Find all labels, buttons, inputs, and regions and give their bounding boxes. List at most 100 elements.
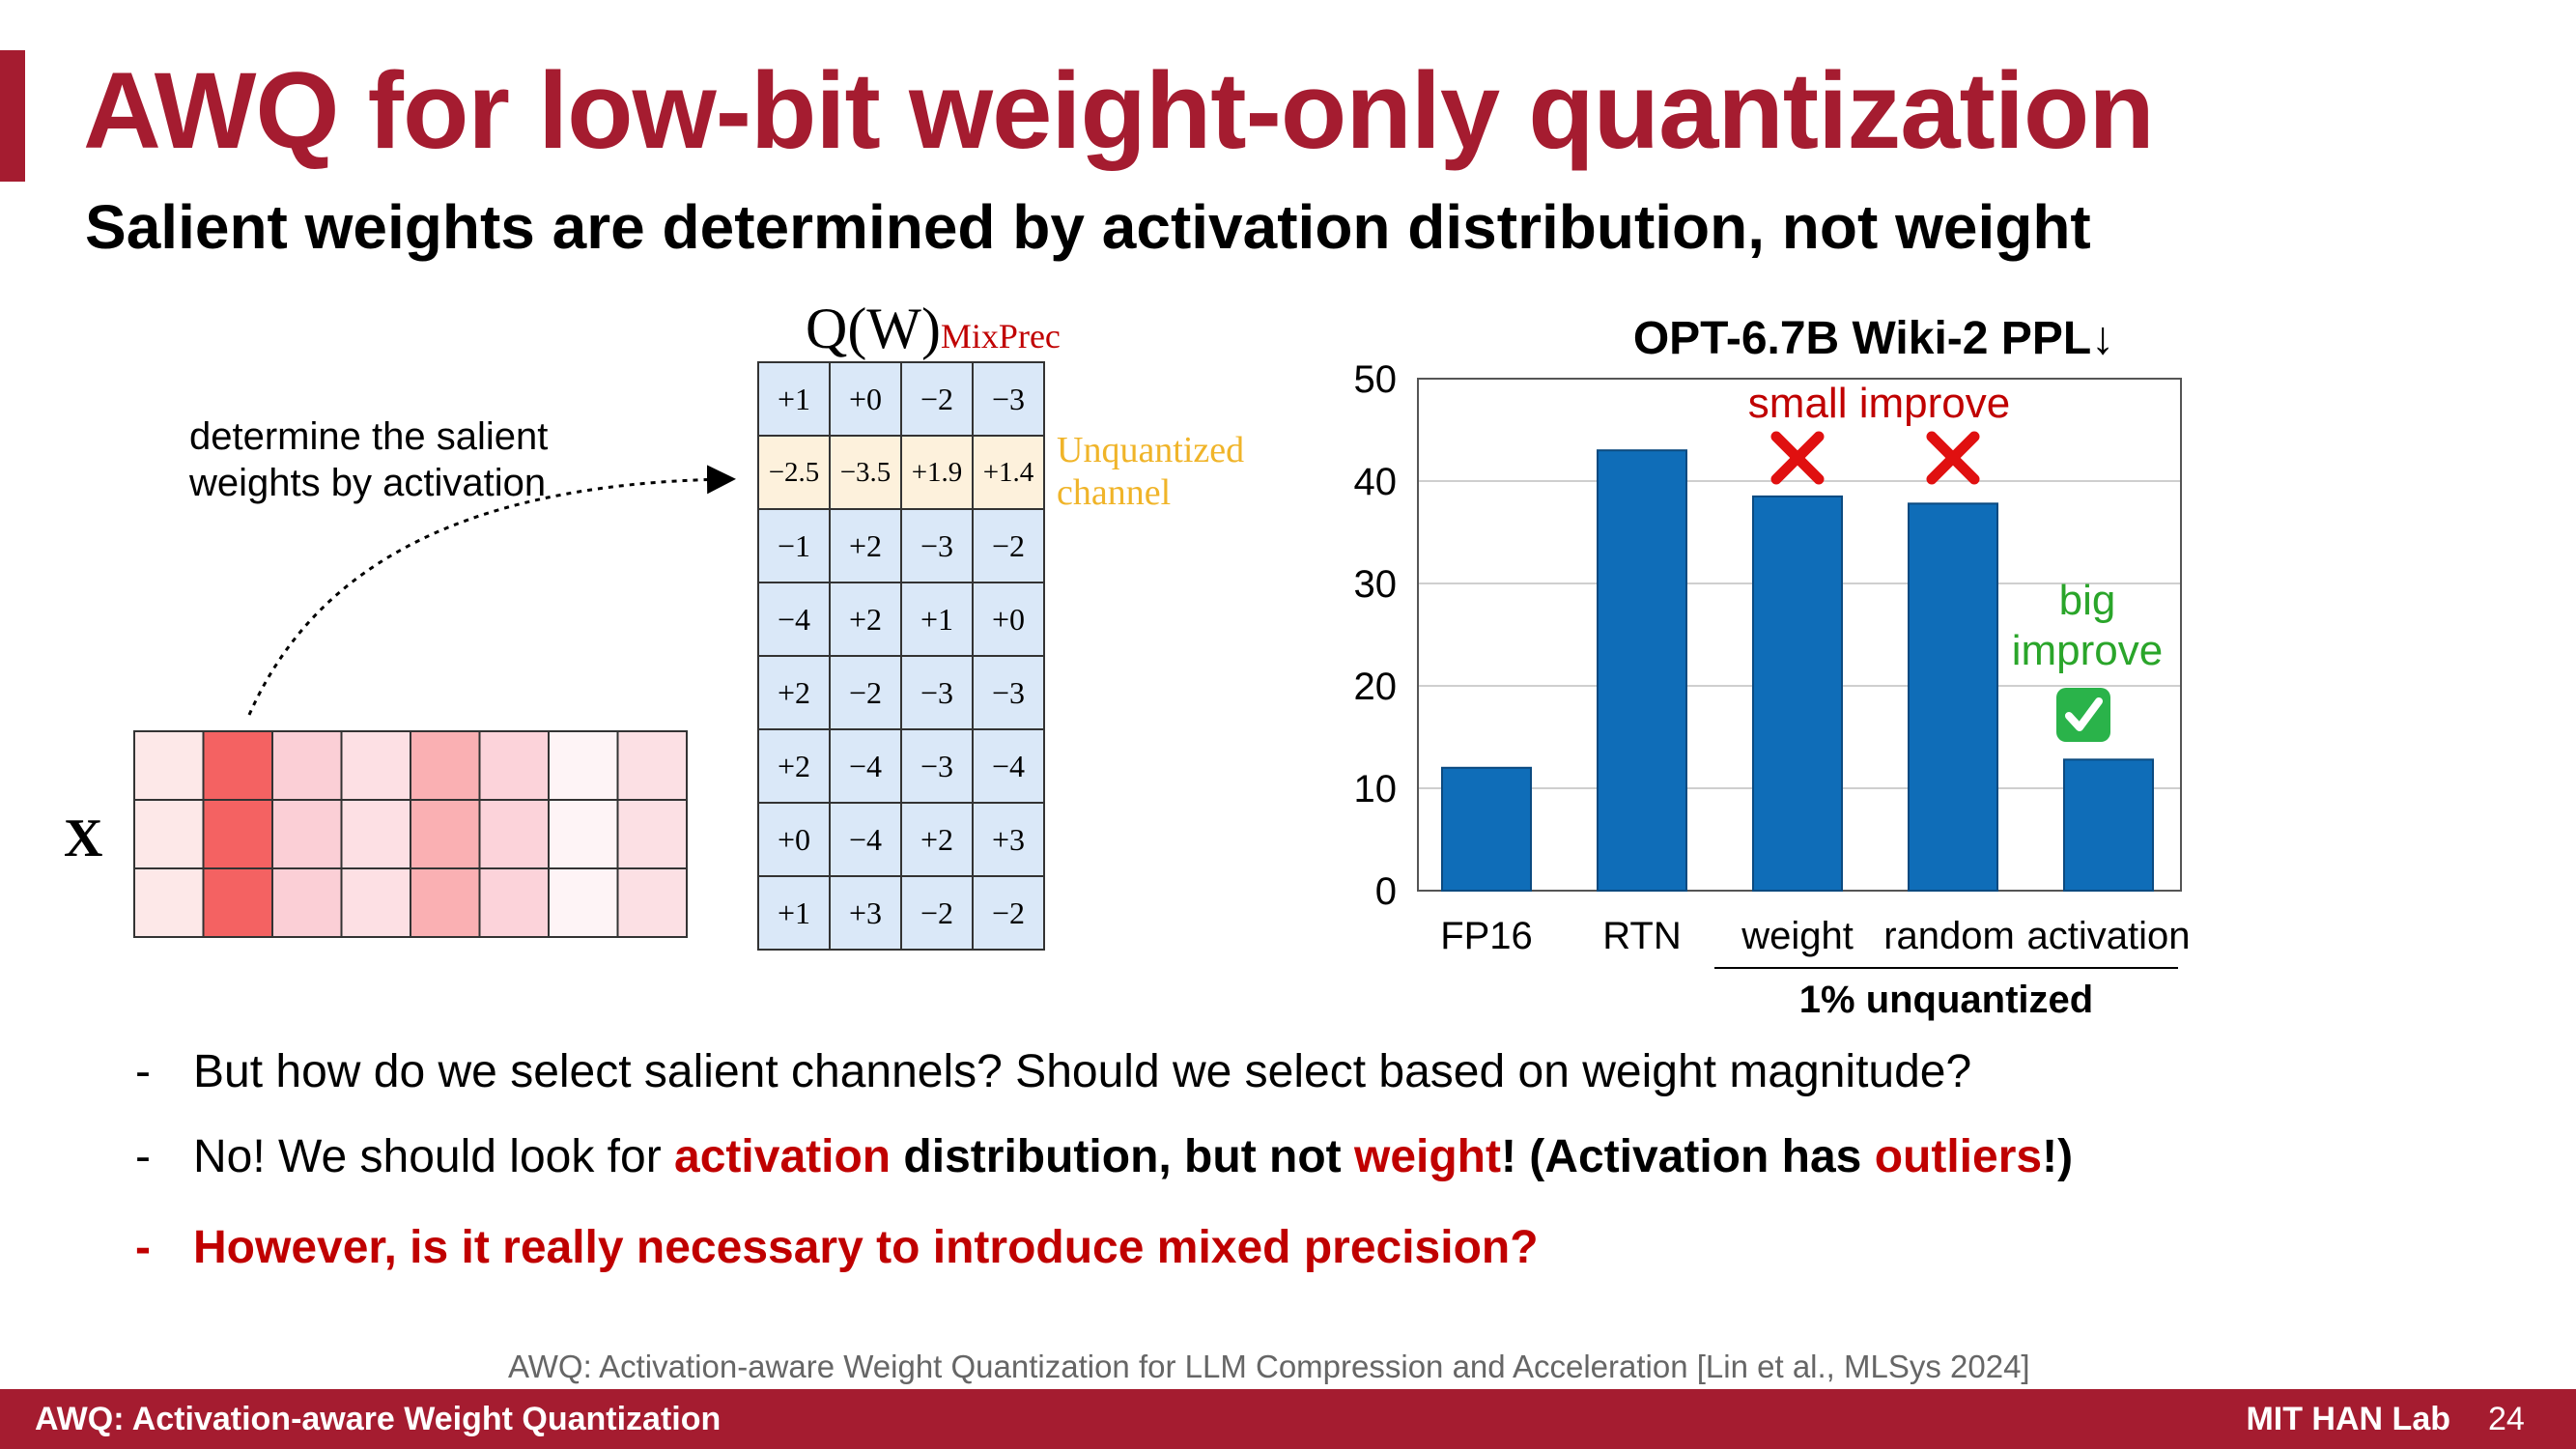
heatmap-cell <box>340 730 411 801</box>
heatmap-cell <box>271 867 343 938</box>
weight-cell: −3 <box>900 508 974 583</box>
footer-bar <box>0 1389 2576 1449</box>
y-tick-label: 20 <box>1354 666 1398 708</box>
weight-cell: −3 <box>972 655 1045 730</box>
heatmap-cell <box>202 867 273 938</box>
bar-activation <box>2063 758 2154 892</box>
weight-cell: +2 <box>757 655 831 730</box>
y-tick-label: 50 <box>1354 358 1398 401</box>
annotation-big: big <box>2059 577 2116 624</box>
bullet-2-part-3: distribution, but not <box>891 1131 1354 1182</box>
weight-cell: −4 <box>972 728 1045 804</box>
weight-cell: +0 <box>757 802 831 877</box>
cross-stroke <box>1926 431 1980 485</box>
qw-subscript: MixPrec <box>940 317 1061 355</box>
heatmap-cell <box>202 799 273 869</box>
weight-cell: +3 <box>972 802 1045 877</box>
bullet-dash: - <box>135 1222 151 1273</box>
citation: AWQ: Activation-aware Weight Quantizatio… <box>508 1349 2030 1384</box>
weight-cell: +1 <box>757 361 831 437</box>
bar-random <box>1908 502 1998 892</box>
weight-row: +1 +3 −2 −2 <box>757 875 1045 951</box>
unquantized-row: −2.5 −3.5 +1.9 +1.4 <box>757 435 1045 510</box>
y-tick-label: 0 <box>1375 870 1397 913</box>
x-tick-label: RTN <box>1602 915 1681 957</box>
weight-cell: +1 <box>900 582 974 657</box>
heatmap-cell <box>133 867 205 938</box>
heatmap-cell <box>340 799 411 869</box>
weight-cell: +2 <box>829 582 902 657</box>
weight-cell: +2 <box>829 508 902 583</box>
y-tick-label: 30 <box>1354 563 1398 606</box>
heatmap-cell <box>133 730 205 801</box>
weight-cell: −2 <box>829 655 902 730</box>
ppl-bar-chart: OPT-6.7B Wiki-2 PPL↓ 0 10 20 30 40 50 FP16 RTN we… <box>1354 313 2191 1021</box>
weight-cell: −4 <box>829 802 902 877</box>
weight-row: +2 −2 −3 −3 <box>757 655 1045 730</box>
chart-title: OPT-6.7B Wiki-2 PPL↓ <box>1633 313 2114 364</box>
weight-matrix: +1 +0 −2 −3 −2.5 −3.5 +1.9 +1.4 −1 +2 −3 −2 −4 +2 +1 +0… <box>757 361 1045 951</box>
weight-cell: +2 <box>900 802 974 877</box>
weight-cell: +3 <box>829 875 902 951</box>
bullet-2-outliers: outliers <box>1874 1131 2043 1182</box>
activation-heatmap <box>133 730 688 938</box>
heatmap-cell <box>133 799 205 869</box>
heatmap-cell <box>202 730 273 801</box>
weight-row: +0 −4 +2 +3 <box>757 802 1045 877</box>
heatmap-cell <box>478 730 550 801</box>
weight-cell: −2 <box>972 508 1045 583</box>
weight-cell: +2 <box>757 728 831 804</box>
salient-annotation: determine the salient weights by activat… <box>189 415 549 504</box>
weight-cell: −3 <box>972 361 1045 437</box>
weight-cell: +1.4 <box>972 435 1045 510</box>
weight-cell: −3 <box>900 728 974 804</box>
weight-cell: +0 <box>829 361 902 437</box>
weight-cell: +0 <box>972 582 1045 657</box>
weight-row: +2 −4 −3 −4 <box>757 728 1045 804</box>
heatmap-cell <box>340 867 411 938</box>
weight-cell: +1 <box>757 875 831 951</box>
heatmap-cell <box>548 799 619 869</box>
bullet-2: - No! We should look for activation distr… <box>135 1130 2073 1183</box>
bullet-2-activation: activation <box>674 1131 892 1182</box>
heatmap-cell <box>616 867 688 938</box>
heatmap-cell <box>410 867 481 938</box>
x-tick-label: FP16 <box>1440 915 1533 957</box>
activation-x-label: X <box>64 809 103 868</box>
bullet-1-text: But how do we select salient channels? S… <box>193 1046 1972 1097</box>
cross-stroke <box>1770 431 1825 485</box>
annotation-small-improve: small improve <box>1748 380 2010 427</box>
weight-cell: −4 <box>829 728 902 804</box>
check-icon <box>2056 688 2110 742</box>
weight-cell: −2.5 <box>757 435 831 510</box>
bullet-2-part-7: !) <box>2042 1131 2074 1182</box>
heatmap-cell <box>410 799 481 869</box>
weight-cell: −3 <box>900 655 974 730</box>
weight-cell: −2 <box>900 875 974 951</box>
group-label: 1% unquantized <box>1799 979 2093 1021</box>
slide-title: AWQ for low-bit weight-only quantization <box>83 50 2155 171</box>
y-tick-label: 10 <box>1354 768 1398 810</box>
weight-cell: −4 <box>757 582 831 657</box>
bullet-2-part-1: No! We should look for <box>193 1131 675 1182</box>
heatmap-cell <box>548 730 619 801</box>
heatmap-cell <box>616 799 688 869</box>
bullet-3-text: However, is it really necessary to intro… <box>193 1222 1539 1273</box>
weight-cell: −3.5 <box>829 435 902 510</box>
bullet-3: - However, is it really necessary to intr… <box>135 1221 1539 1274</box>
footer-left-text: AWQ: Activation-aware Weight Quantizatio… <box>35 1401 722 1437</box>
x-tick-label: activation <box>2027 915 2191 957</box>
weight-row: −4 +2 +1 +0 <box>757 582 1045 657</box>
weight-cell: −2 <box>972 875 1045 951</box>
check-box <box>2056 688 2110 742</box>
footer-lab-name: MIT HAN Lab <box>2246 1401 2450 1437</box>
page-number: 24 <box>2488 1401 2525 1437</box>
x-tick-label: weight <box>1741 915 1854 957</box>
bar-weight <box>1752 495 1843 892</box>
unquantized-channel-label: Unquantized channel <box>1057 430 1245 513</box>
qw-label: Q(W)MixPrec <box>806 296 1061 362</box>
bullet-2-part-5: ! (Activation has <box>1500 1131 1875 1182</box>
bullet-dash: - <box>135 1131 151 1182</box>
weight-cell: −1 <box>757 508 831 583</box>
heatmap-cell <box>478 799 550 869</box>
